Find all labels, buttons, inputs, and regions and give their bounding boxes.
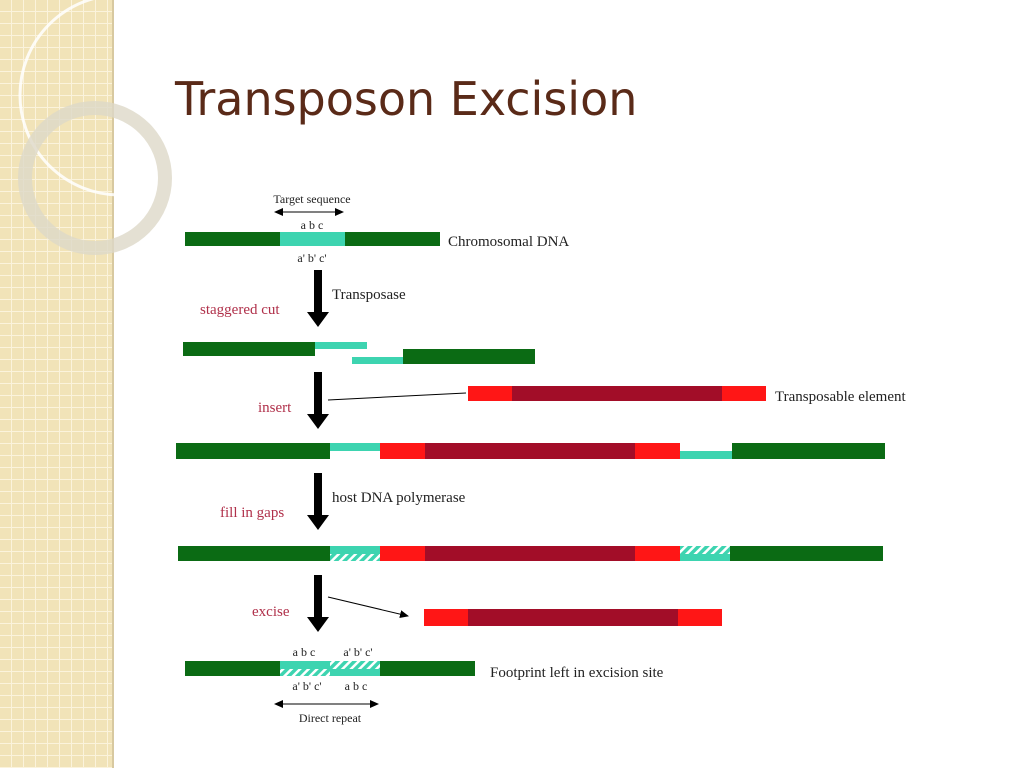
label: a' b' c' bbox=[297, 251, 326, 265]
dna bbox=[280, 661, 330, 669]
dna bbox=[680, 554, 730, 561]
dna bbox=[345, 232, 440, 246]
dna bbox=[280, 669, 330, 676]
label: Transposase bbox=[332, 287, 406, 303]
label: insert bbox=[258, 400, 292, 416]
dna bbox=[185, 232, 280, 246]
label: host DNA polymerase bbox=[332, 490, 466, 506]
pointer bbox=[327, 596, 409, 619]
transposon bbox=[468, 386, 512, 401]
dna bbox=[403, 349, 535, 364]
transposon bbox=[380, 443, 425, 459]
transposon bbox=[678, 609, 722, 626]
dna bbox=[680, 451, 732, 459]
dna bbox=[680, 546, 730, 554]
label: a b c bbox=[293, 645, 316, 659]
dna bbox=[330, 443, 380, 451]
transposon bbox=[425, 443, 635, 459]
dna bbox=[330, 661, 380, 669]
label: a' b' c' bbox=[343, 645, 372, 659]
label: Footprint left in excision site bbox=[490, 665, 664, 681]
transposon bbox=[380, 546, 425, 561]
dna bbox=[178, 546, 330, 561]
dna bbox=[352, 357, 403, 364]
dna bbox=[183, 342, 315, 356]
dna bbox=[732, 443, 885, 459]
pointer bbox=[327, 392, 467, 401]
label: staggered cut bbox=[200, 302, 280, 318]
dna bbox=[185, 661, 280, 676]
dna bbox=[315, 342, 367, 349]
transposon bbox=[424, 609, 468, 626]
transposon bbox=[468, 609, 678, 626]
dna bbox=[330, 669, 380, 676]
slide-title: Transposon Excision bbox=[174, 72, 637, 126]
step-arrow bbox=[307, 372, 329, 429]
diagram: Target sequence a b c a' b' c' Chromosom… bbox=[176, 192, 907, 725]
dna bbox=[380, 661, 475, 676]
dna bbox=[280, 232, 345, 246]
label: excise bbox=[252, 604, 290, 620]
label: a b c bbox=[345, 679, 368, 693]
label: Transposable element bbox=[775, 389, 907, 405]
step-arrow bbox=[307, 575, 329, 632]
transposon bbox=[722, 386, 766, 401]
transposon bbox=[425, 546, 635, 561]
label: Target sequence bbox=[273, 192, 350, 206]
label: a' b' c' bbox=[292, 679, 321, 693]
label: a b c bbox=[301, 218, 324, 232]
step-arrow bbox=[307, 473, 329, 530]
transposon bbox=[512, 386, 722, 401]
dna bbox=[330, 546, 380, 554]
dna bbox=[330, 554, 380, 561]
label: Direct repeat bbox=[299, 711, 362, 725]
label: Chromosomal DNA bbox=[448, 234, 569, 250]
side-decoration bbox=[0, 0, 222, 768]
transposon bbox=[635, 443, 680, 459]
transposon bbox=[635, 546, 680, 561]
label: fill in gaps bbox=[220, 505, 284, 521]
dna bbox=[730, 546, 883, 561]
step-arrow bbox=[307, 270, 329, 327]
dna bbox=[176, 443, 330, 459]
